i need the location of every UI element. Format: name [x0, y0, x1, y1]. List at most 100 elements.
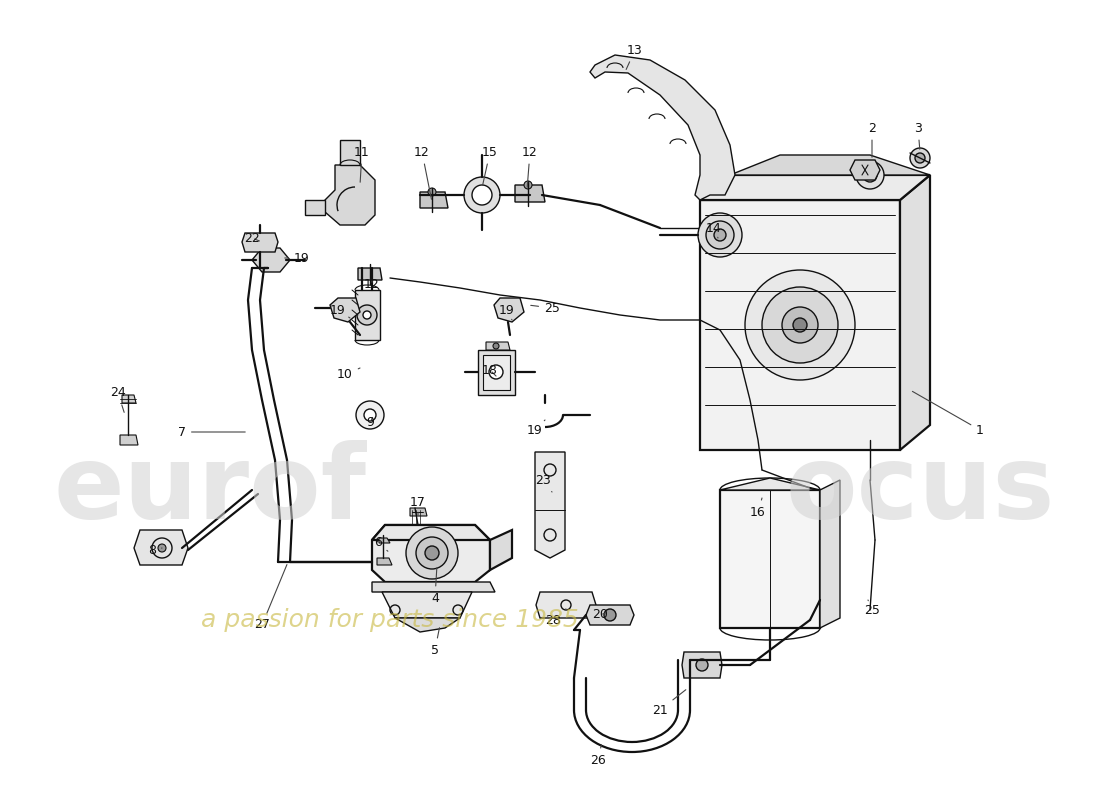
Polygon shape: [122, 395, 136, 403]
Text: 7: 7: [178, 426, 245, 438]
Polygon shape: [730, 155, 930, 175]
Circle shape: [524, 181, 532, 189]
Text: 15: 15: [482, 146, 498, 186]
Text: 26: 26: [590, 745, 606, 766]
Text: 19: 19: [285, 251, 310, 265]
Circle shape: [864, 168, 877, 182]
Circle shape: [472, 185, 492, 205]
Polygon shape: [134, 530, 188, 565]
Text: 22: 22: [244, 231, 260, 245]
Polygon shape: [305, 200, 324, 215]
Circle shape: [493, 343, 499, 349]
Text: 3: 3: [914, 122, 922, 150]
Text: 25: 25: [865, 600, 880, 617]
Text: 5: 5: [431, 628, 440, 657]
Polygon shape: [515, 185, 544, 202]
Text: 10: 10: [337, 368, 360, 382]
Polygon shape: [379, 538, 390, 543]
Polygon shape: [486, 342, 510, 350]
Text: 21: 21: [652, 690, 685, 717]
Circle shape: [490, 365, 503, 379]
Text: 18: 18: [482, 363, 498, 377]
Polygon shape: [700, 175, 930, 200]
Polygon shape: [372, 525, 490, 582]
Circle shape: [158, 544, 166, 552]
Polygon shape: [720, 478, 820, 490]
Polygon shape: [340, 140, 360, 165]
Text: 25: 25: [531, 302, 560, 314]
Text: 11: 11: [354, 146, 370, 182]
Text: 19: 19: [330, 303, 350, 318]
Polygon shape: [410, 508, 427, 516]
Text: 23: 23: [535, 474, 552, 492]
Polygon shape: [700, 200, 900, 450]
Polygon shape: [252, 248, 290, 272]
Text: 19: 19: [499, 303, 515, 320]
Text: 2: 2: [868, 122, 876, 158]
Circle shape: [696, 659, 708, 671]
Polygon shape: [494, 298, 524, 322]
Polygon shape: [900, 175, 930, 450]
Circle shape: [915, 153, 925, 163]
Circle shape: [706, 221, 734, 249]
Circle shape: [358, 305, 377, 325]
Circle shape: [910, 148, 930, 168]
Circle shape: [762, 287, 838, 363]
Text: 8: 8: [148, 543, 162, 557]
Circle shape: [782, 307, 818, 343]
Circle shape: [425, 546, 439, 560]
Polygon shape: [120, 435, 138, 445]
Circle shape: [363, 311, 371, 319]
Text: ocus: ocus: [785, 439, 1055, 541]
Polygon shape: [850, 160, 880, 180]
Polygon shape: [330, 298, 360, 322]
Polygon shape: [536, 592, 596, 618]
Polygon shape: [377, 558, 392, 565]
Text: 12: 12: [522, 146, 538, 187]
Text: 20: 20: [592, 609, 608, 622]
Polygon shape: [483, 355, 510, 390]
Circle shape: [793, 318, 807, 332]
Polygon shape: [372, 525, 490, 540]
Text: a passion for parts since 1985: a passion for parts since 1985: [201, 608, 579, 632]
Circle shape: [714, 229, 726, 241]
Text: 9: 9: [366, 415, 374, 429]
Polygon shape: [490, 530, 512, 570]
Text: 4: 4: [431, 568, 439, 605]
Text: 12: 12: [364, 278, 380, 291]
Circle shape: [856, 161, 884, 189]
Polygon shape: [682, 652, 722, 678]
Text: 14: 14: [706, 222, 722, 238]
Text: 6: 6: [374, 537, 388, 551]
Circle shape: [416, 537, 448, 569]
Circle shape: [428, 188, 436, 196]
Circle shape: [698, 213, 742, 257]
Polygon shape: [720, 490, 820, 628]
Text: 19: 19: [527, 420, 544, 437]
Circle shape: [604, 609, 616, 621]
Circle shape: [356, 401, 384, 429]
Polygon shape: [395, 618, 460, 632]
Polygon shape: [535, 452, 565, 558]
Circle shape: [464, 177, 500, 213]
Polygon shape: [358, 268, 382, 280]
Text: 1: 1: [912, 391, 983, 437]
Polygon shape: [372, 582, 495, 592]
Polygon shape: [420, 192, 448, 208]
Polygon shape: [478, 350, 515, 395]
Text: 12: 12: [414, 146, 431, 199]
Text: 24: 24: [110, 386, 125, 412]
Polygon shape: [355, 290, 380, 340]
Polygon shape: [586, 605, 634, 625]
Polygon shape: [820, 480, 840, 628]
Polygon shape: [242, 233, 278, 252]
Polygon shape: [324, 165, 375, 225]
Text: 27: 27: [254, 565, 287, 631]
Circle shape: [364, 409, 376, 421]
Polygon shape: [590, 55, 735, 200]
Text: 13: 13: [626, 43, 642, 70]
Text: eurof: eurof: [54, 439, 366, 541]
Circle shape: [745, 270, 855, 380]
Text: 17: 17: [410, 497, 426, 515]
Circle shape: [406, 527, 458, 579]
